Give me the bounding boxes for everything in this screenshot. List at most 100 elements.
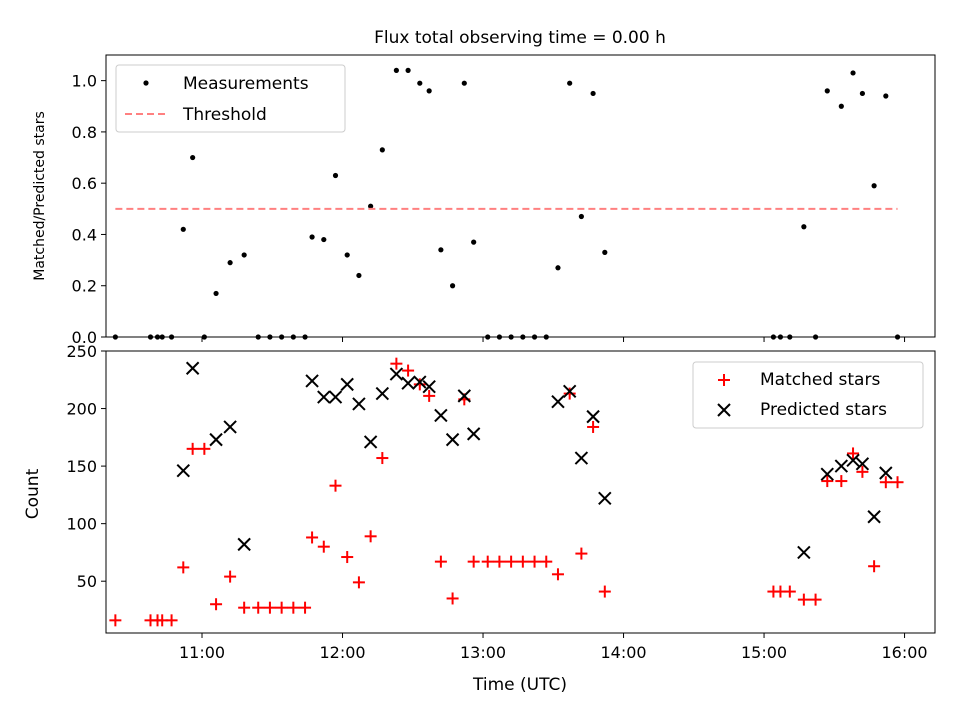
y-tick-label: 0.8 bbox=[72, 123, 97, 142]
measurement-point bbox=[321, 236, 327, 243]
matched-stars-point bbox=[551, 568, 564, 581]
predicted-stars-point bbox=[176, 463, 190, 478]
matched-stars-point bbox=[177, 561, 190, 574]
predicted-stars-point bbox=[551, 394, 565, 409]
y-tick-label: 200 bbox=[66, 400, 97, 419]
measurement-point bbox=[461, 80, 467, 86]
predicted-stars-point bbox=[457, 389, 472, 403]
top-y-axis: 0.0 0.2 0.4 0.6 0.8 1.0 bbox=[72, 72, 106, 347]
matched-stars-point bbox=[528, 555, 541, 568]
predicted-stars-point bbox=[846, 453, 860, 468]
matched-stars-point bbox=[493, 555, 506, 568]
matched-stars-point bbox=[797, 593, 810, 606]
matched-stars-point bbox=[835, 475, 848, 488]
matched-stars-point bbox=[329, 479, 342, 492]
legend-matched-label: Matched stars bbox=[760, 370, 880, 390]
matched-stars-point bbox=[390, 357, 403, 370]
measurement-point bbox=[417, 80, 423, 86]
predicted-stars-point bbox=[401, 376, 415, 390]
legend-matched-marker bbox=[718, 374, 730, 386]
measurement-point bbox=[602, 249, 608, 255]
matched-stars-point bbox=[252, 601, 265, 614]
bottom-plot-marks bbox=[109, 357, 904, 627]
predicted-stars-point bbox=[340, 377, 354, 392]
matched-stars-point bbox=[516, 555, 529, 568]
matched-stars-point bbox=[540, 555, 553, 568]
top-panel-title: Flux total observing time = 0.00 h bbox=[374, 28, 666, 48]
matched-stars-point bbox=[891, 476, 904, 489]
measurement-point bbox=[241, 252, 247, 258]
matched-stars-point bbox=[575, 547, 588, 560]
x-tick-label: 14:00 bbox=[600, 643, 646, 662]
bottom-panel-frame bbox=[105, 350, 936, 634]
matched-stars-point bbox=[821, 475, 834, 488]
matched-stars-point bbox=[317, 540, 330, 553]
measurement-point bbox=[393, 67, 399, 73]
predicted-stars-point bbox=[317, 390, 331, 404]
bottom-panel-ylabel: Count bbox=[23, 468, 43, 519]
matched-stars-point bbox=[186, 442, 199, 455]
top-x-axis bbox=[201, 337, 906, 342]
measurement-point bbox=[824, 88, 830, 94]
matched-stars-point bbox=[809, 593, 822, 606]
predicted-stars-point bbox=[879, 466, 893, 480]
matched-stars-point bbox=[413, 378, 426, 391]
matched-stars-point bbox=[238, 601, 251, 614]
y-tick-label: 0.2 bbox=[72, 277, 97, 296]
measurement-point bbox=[850, 70, 856, 76]
predicted-stars-point bbox=[389, 367, 404, 381]
x-tick-label: 13:00 bbox=[460, 643, 506, 662]
matched-stars-point bbox=[402, 364, 415, 377]
matched-stars-point bbox=[109, 614, 122, 627]
predicted-stars-point bbox=[209, 432, 223, 447]
top-panel-ylabel: Matched/Predicted stars bbox=[32, 111, 48, 281]
bottom-legend: Matched stars Predicted stars bbox=[692, 361, 924, 429]
top-panel: Flux total observing time = 0.00 h Match… bbox=[32, 28, 936, 347]
predicted-stars-point bbox=[328, 390, 343, 404]
measurement-point bbox=[356, 272, 362, 279]
measurement-point bbox=[883, 93, 889, 99]
predicted-stars-point bbox=[237, 537, 251, 552]
measurement-point bbox=[871, 183, 877, 189]
predicted-stars-point bbox=[598, 491, 612, 506]
measurement-point bbox=[838, 103, 844, 109]
matched-stars-point bbox=[598, 585, 611, 598]
measurement-point bbox=[213, 290, 219, 297]
predicted-stars-point bbox=[867, 510, 881, 524]
predicted-stars-point bbox=[422, 379, 436, 394]
matched-stars-point bbox=[587, 420, 600, 433]
matched-stars-point bbox=[423, 389, 436, 402]
y-tick-label: 50 bbox=[77, 572, 97, 591]
matched-stars-point bbox=[467, 555, 480, 568]
measurement-point bbox=[190, 154, 196, 161]
measurement-point bbox=[801, 224, 807, 230]
top-legend-box bbox=[115, 64, 346, 133]
y-tick-label: 250 bbox=[66, 342, 97, 361]
y-tick-label: 0.0 bbox=[72, 328, 97, 347]
predicted-stars-point bbox=[797, 545, 811, 560]
y-tick-label: 0.6 bbox=[72, 174, 97, 193]
bottom-panel: Count Time (UTC) 50 100 150 200 250 11:00 12:… bbox=[23, 342, 936, 695]
measurement-point bbox=[405, 67, 411, 73]
y-tick-label: 100 bbox=[66, 515, 97, 534]
x-tick-label: 15:00 bbox=[741, 643, 787, 662]
measurement-point bbox=[368, 203, 374, 209]
matched-stars-point bbox=[434, 555, 447, 568]
matched-stars-point bbox=[376, 452, 389, 465]
bottom-panel-xlabel: Time (UTC) bbox=[472, 675, 567, 695]
matched-stars-point bbox=[856, 465, 869, 478]
predicted-stars-point bbox=[820, 467, 834, 481]
legend-measurements-label: Measurements bbox=[183, 74, 309, 94]
predicted-stars-point bbox=[305, 374, 319, 388]
measurement-point bbox=[309, 234, 315, 240]
matched-stars-point bbox=[165, 614, 178, 627]
predicted-stars-point bbox=[375, 386, 390, 401]
measurement-point bbox=[180, 226, 186, 232]
predicted-stars-point bbox=[434, 408, 448, 423]
matched-stars-point bbox=[299, 601, 312, 614]
measurement-point bbox=[438, 247, 444, 253]
matched-stars-point bbox=[287, 601, 300, 614]
matched-stars-point bbox=[263, 601, 276, 614]
measurement-point bbox=[471, 239, 477, 245]
